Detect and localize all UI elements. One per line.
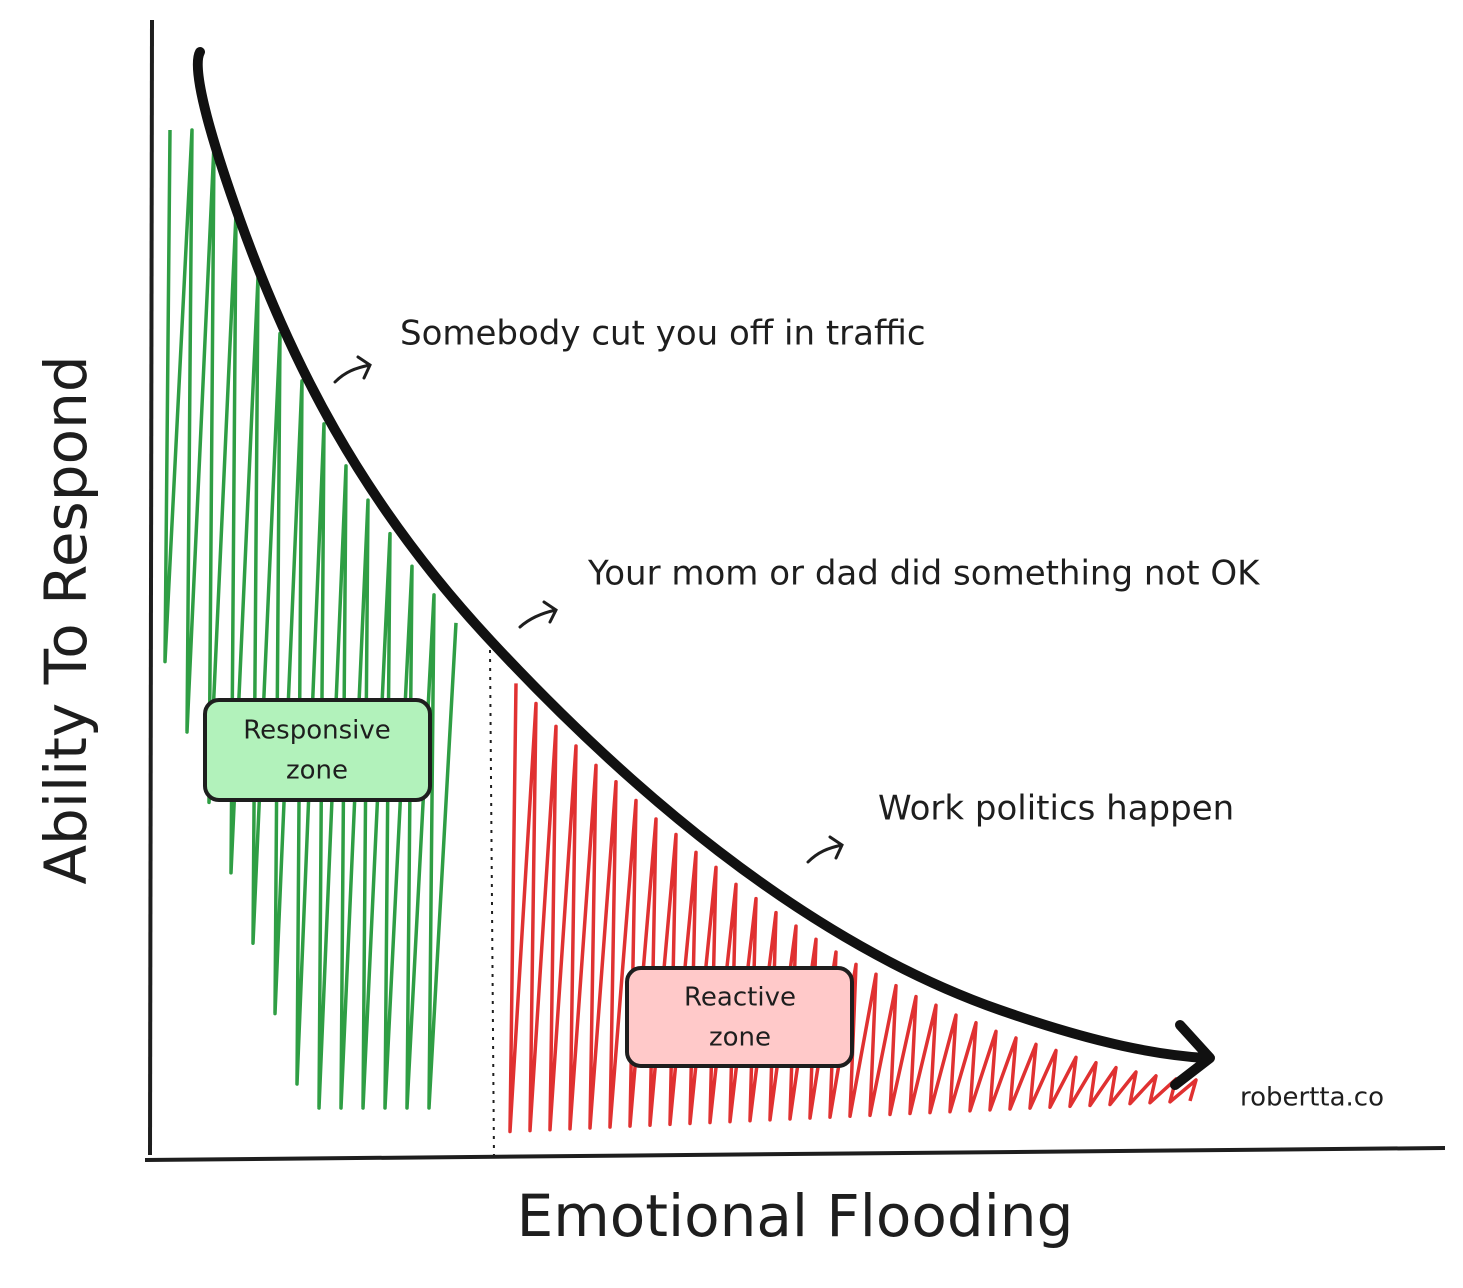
responsive-hatching <box>163 128 458 1110</box>
credit: robertta.co <box>1240 1083 1384 1113</box>
zone-label: zone <box>286 756 348 786</box>
zone-label: Responsive <box>243 716 390 746</box>
zone-label: Reactive <box>684 983 796 1013</box>
curve-arrowhead <box>1170 1020 1215 1090</box>
reactive-hatching <box>508 683 1198 1134</box>
zone-divider <box>489 649 495 1161</box>
y-axis-label: Ability To Respond <box>32 355 100 884</box>
annotation: Somebody cut you off in traffic <box>400 314 926 354</box>
annotation: Your mom or dad did something not OK <box>587 554 1261 594</box>
y-axis <box>148 19 154 1156</box>
x-axis <box>144 1146 1446 1162</box>
responsive-zone-box <box>203 698 432 802</box>
reactive-zone-box <box>625 966 854 1068</box>
annotation: Work politics happen <box>878 789 1234 829</box>
annotation-arrows <box>333 355 844 864</box>
zone-label: zone <box>709 1023 771 1053</box>
curve <box>192 47 1210 1063</box>
x-axis-label: Emotional Flooding <box>517 1182 1074 1250</box>
